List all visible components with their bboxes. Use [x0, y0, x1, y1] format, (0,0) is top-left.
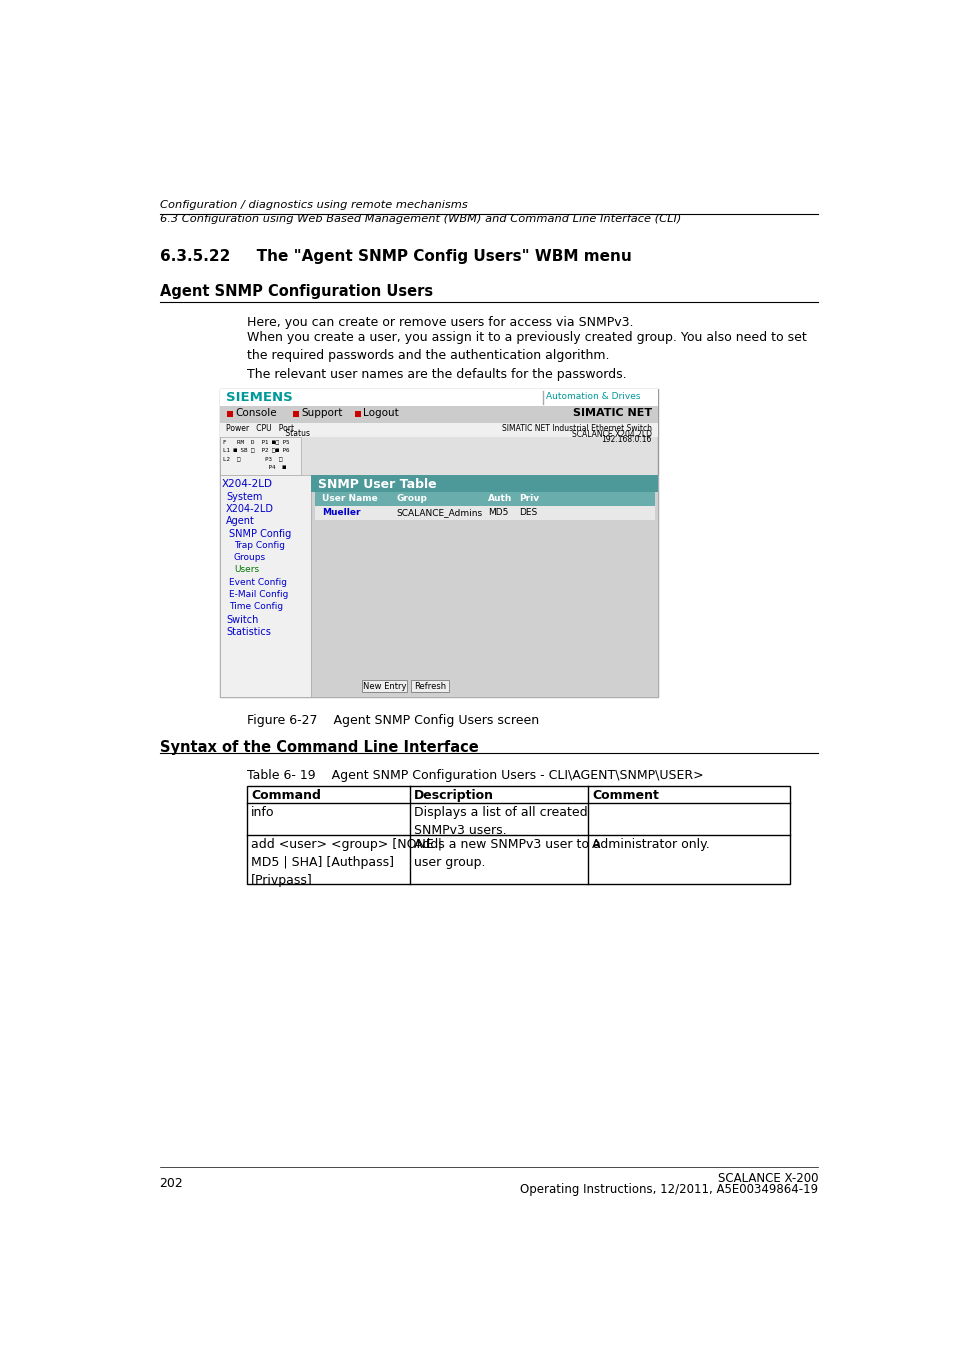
Bar: [311, 475, 658, 493]
Bar: [355, 410, 360, 417]
Text: DES: DES: [518, 508, 537, 517]
Text: Console: Console: [235, 408, 276, 417]
Bar: [311, 475, 658, 697]
Text: add <user> <group> [NONE |
MD5 | SHA] [Authpass]
[Privpass]: add <user> <group> [NONE | MD5 | SHA] [A…: [251, 838, 441, 887]
Text: New Entry: New Entry: [362, 682, 406, 691]
Text: Here, you can create or remove users for access via SNMPv3.: Here, you can create or remove users for…: [247, 316, 633, 329]
Text: User Name: User Name: [322, 494, 377, 502]
Text: 192.168.0.16: 192.168.0.16: [600, 435, 651, 444]
Bar: [220, 389, 658, 406]
Text: X204-2LD: X204-2LD: [221, 479, 273, 489]
Text: Support: Support: [301, 408, 342, 417]
Text: Group: Group: [396, 494, 427, 502]
Bar: [247, 786, 789, 884]
Text: System: System: [226, 491, 262, 502]
Text: MD5: MD5: [488, 508, 508, 517]
Text: When you create a user, you assign it to a previously created group. You also ne: When you create a user, you assign it to…: [247, 331, 806, 362]
Text: Mueller: Mueller: [322, 508, 360, 517]
Bar: [314, 506, 654, 520]
Text: info: info: [251, 806, 274, 818]
Text: Auth: Auth: [488, 494, 512, 502]
Text: Figure 6-27    Agent SNMP Config Users screen: Figure 6-27 Agent SNMP Config Users scre…: [247, 714, 538, 728]
Bar: [361, 680, 406, 691]
Text: Users: Users: [233, 566, 259, 575]
Bar: [293, 410, 298, 417]
Text: Agent: Agent: [226, 516, 254, 526]
Text: Administrator only.: Administrator only.: [592, 838, 709, 850]
Text: Adds a new SNMPv3 user to a
user group.: Adds a new SNMPv3 user to a user group.: [414, 838, 599, 869]
Text: Table 6- 19    Agent SNMP Configuration Users - CLI\AGENT\SNMP\USER>: Table 6- 19 Agent SNMP Configuration Use…: [247, 768, 703, 782]
Text: SIMATIC NET Industrial Ethernet Switch: SIMATIC NET Industrial Ethernet Switch: [501, 424, 651, 433]
Text: Statistics: Statistics: [226, 628, 271, 637]
Text: Description: Description: [414, 788, 494, 802]
Text: Operating Instructions, 12/2011, A5E00349864-19: Operating Instructions, 12/2011, A5E0034…: [519, 1183, 818, 1196]
Text: SCALANCE X204.2LD: SCALANCE X204.2LD: [571, 429, 651, 439]
Text: Logout: Logout: [363, 408, 398, 417]
Bar: [314, 493, 654, 506]
Text: Command: Command: [251, 788, 320, 802]
Bar: [220, 389, 658, 697]
Text: Event Config: Event Config: [229, 578, 287, 587]
Text: Status: Status: [226, 429, 310, 439]
Text: L1 ■ SB □  P2 □■ P6: L1 ■ SB □ P2 □■ P6: [223, 448, 290, 452]
Text: Automation & Drives: Automation & Drives: [546, 393, 640, 401]
Text: Refresh: Refresh: [414, 682, 446, 691]
Bar: [220, 423, 658, 437]
Text: Priv: Priv: [518, 494, 538, 502]
Text: F   RM  D  P1 ■□ P5: F RM D P1 ■□ P5: [223, 439, 290, 444]
Text: E-Mail Config: E-Mail Config: [229, 590, 289, 599]
Text: SIMATIC NET: SIMATIC NET: [572, 408, 651, 417]
Text: SIEMENS: SIEMENS: [226, 392, 293, 405]
Text: Syntax of the Command Line Interface: Syntax of the Command Line Interface: [159, 740, 477, 755]
Text: Groups: Groups: [233, 554, 266, 562]
Text: X204-2LD: X204-2LD: [226, 504, 274, 514]
Text: 202: 202: [159, 1177, 183, 1189]
Text: SCALANCE_Admins: SCALANCE_Admins: [396, 508, 482, 517]
Text: Trap Config: Trap Config: [233, 541, 285, 549]
Bar: [220, 475, 311, 697]
Bar: [410, 680, 449, 691]
Text: Power   CPU   Port: Power CPU Port: [226, 424, 294, 433]
Text: P4  ■: P4 ■: [223, 464, 286, 470]
Text: Comment: Comment: [592, 788, 659, 802]
Text: The relevant user names are the defaults for the passwords.: The relevant user names are the defaults…: [247, 369, 626, 381]
Bar: [227, 410, 233, 417]
Text: SNMP User Table: SNMP User Table: [317, 478, 436, 490]
Bar: [220, 406, 658, 423]
Bar: [220, 437, 301, 475]
Text: Switch: Switch: [226, 614, 258, 625]
Text: L2  □       P3  □: L2 □ P3 □: [223, 456, 282, 462]
Text: Time Config: Time Config: [229, 602, 283, 612]
Text: Displays a list of all created
SNMPv3 users.: Displays a list of all created SNMPv3 us…: [414, 806, 587, 837]
Text: Agent SNMP Configuration Users: Agent SNMP Configuration Users: [159, 284, 433, 300]
Text: 6.3 Configuration using Web Based Management (WBM) and Command Line Interface (C: 6.3 Configuration using Web Based Manage…: [159, 213, 680, 224]
Text: SNMP Config: SNMP Config: [229, 528, 292, 539]
Text: SCALANCE X-200: SCALANCE X-200: [717, 1172, 818, 1185]
Text: 6.3.5.22     The "Agent SNMP Config Users" WBM menu: 6.3.5.22 The "Agent SNMP Config Users" W…: [159, 248, 631, 263]
Text: Configuration / diagnostics using remote mechanisms: Configuration / diagnostics using remote…: [159, 200, 467, 209]
